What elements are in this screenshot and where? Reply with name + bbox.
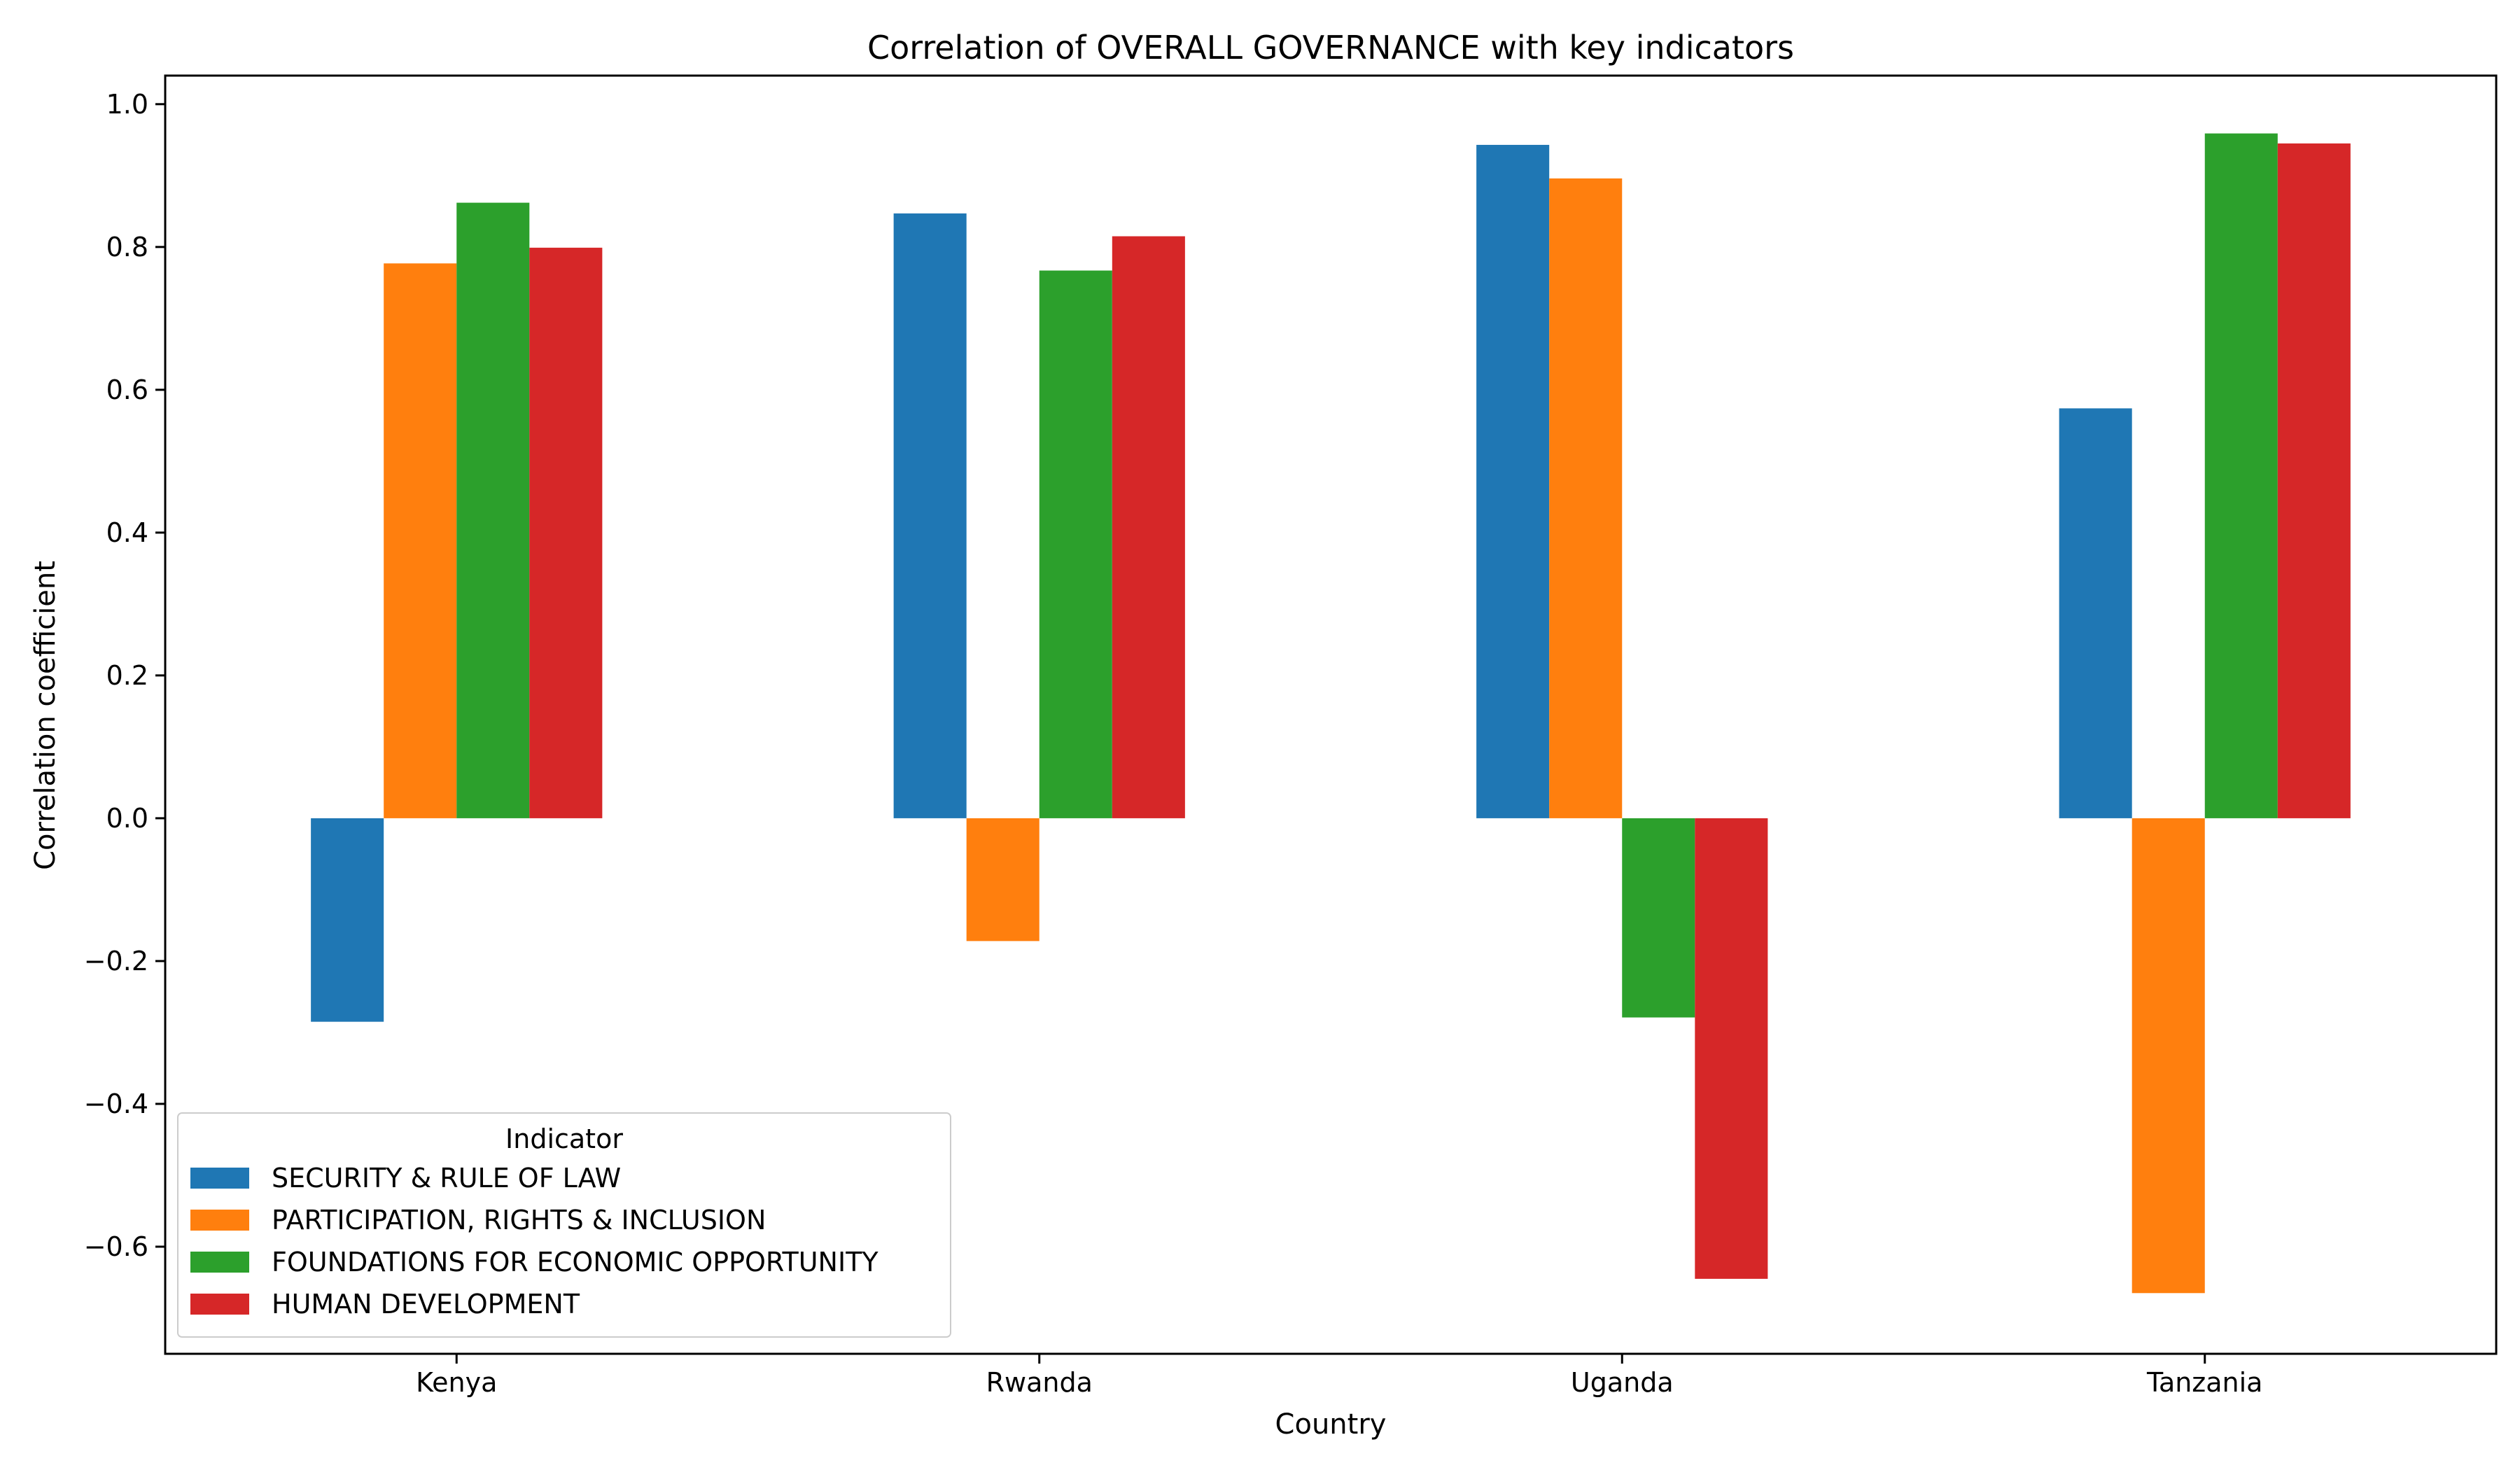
legend-label-series-4: HUMAN DEVELOPMENT	[272, 1289, 580, 1320]
bar-uganda-series-1	[1476, 144, 1550, 818]
x-tick-label-tanzania: Tanzania	[2146, 1367, 2262, 1398]
y-tick-label: 1.0	[106, 89, 148, 120]
chart-title: Correlation of OVERALL GOVERNANCE with k…	[867, 29, 1794, 66]
legend-label-series-1: SECURITY & RULE OF LAW	[272, 1163, 621, 1194]
bar-tanzania-series-3	[2204, 133, 2278, 818]
bar-kenya-series-1	[311, 818, 384, 1022]
legend-box	[177, 1112, 951, 1338]
bar-kenya-series-4	[529, 247, 603, 818]
legend-label-series-2: PARTICIPATION, RIGHTS & INCLUSION	[272, 1205, 766, 1236]
bar-rwanda-series-3	[1039, 270, 1112, 818]
plot-area	[311, 133, 2351, 1294]
legend-title: Indicator	[505, 1124, 623, 1154]
y-axis: −0.6 −0.4 −0.2 0.0 0.2 0.4 0.6 0.8 1.0	[84, 89, 165, 1262]
x-axis-label: Country	[1275, 1408, 1387, 1441]
legend-swatch-series-2	[190, 1210, 249, 1231]
bar-kenya-series-2	[384, 263, 457, 818]
y-tick-label: −0.2	[84, 946, 148, 976]
bar-kenya-series-3	[456, 202, 530, 818]
legend-label-series-3: FOUNDATIONS FOR ECONOMIC OPPORTUNITY	[272, 1247, 878, 1278]
bar-tanzania-series-4	[2277, 143, 2351, 818]
legend-swatch-series-4	[190, 1294, 249, 1315]
y-tick-label: −0.4	[84, 1088, 148, 1119]
bar-tanzania-series-1	[2059, 408, 2132, 818]
legend-items: SECURITY & RULE OF LAW PARTICIPATION, RIG…	[190, 1163, 878, 1320]
legend-swatch-series-1	[190, 1168, 249, 1189]
y-tick-label: 0.8	[106, 232, 148, 262]
x-tick-label-uganda: Uganda	[1571, 1367, 1674, 1398]
bar-tanzania-series-2	[2132, 818, 2205, 1294]
y-tick-label: 0.6	[106, 374, 148, 405]
y-tick-label: 0.0	[106, 803, 148, 834]
y-tick-label: −0.6	[84, 1231, 148, 1262]
bar-uganda-series-4	[1695, 818, 1768, 1279]
x-tick-label-rwanda: Rwanda	[986, 1367, 1093, 1398]
bar-rwanda-series-2	[966, 818, 1040, 941]
y-tick-label: 0.4	[106, 517, 148, 548]
legend-swatch-series-3	[190, 1252, 249, 1273]
bar-uganda-series-3	[1622, 818, 1695, 1018]
y-tick-label: 0.2	[106, 660, 148, 691]
y-axis-label: Correlation coefficient	[29, 561, 62, 870]
legend: Indicator SECURITY & RULE OF LAW PARTICIP…	[177, 1112, 951, 1338]
x-tick-label-kenya: Kenya	[416, 1367, 497, 1398]
bar-rwanda-series-4	[1112, 236, 1185, 818]
bar-uganda-series-2	[1549, 178, 1623, 818]
bar-rwanda-series-1	[893, 213, 967, 818]
plot-frame	[164, 74, 2498, 1355]
x-axis: Kenya Rwanda Uganda Tanzania	[416, 1354, 2262, 1398]
